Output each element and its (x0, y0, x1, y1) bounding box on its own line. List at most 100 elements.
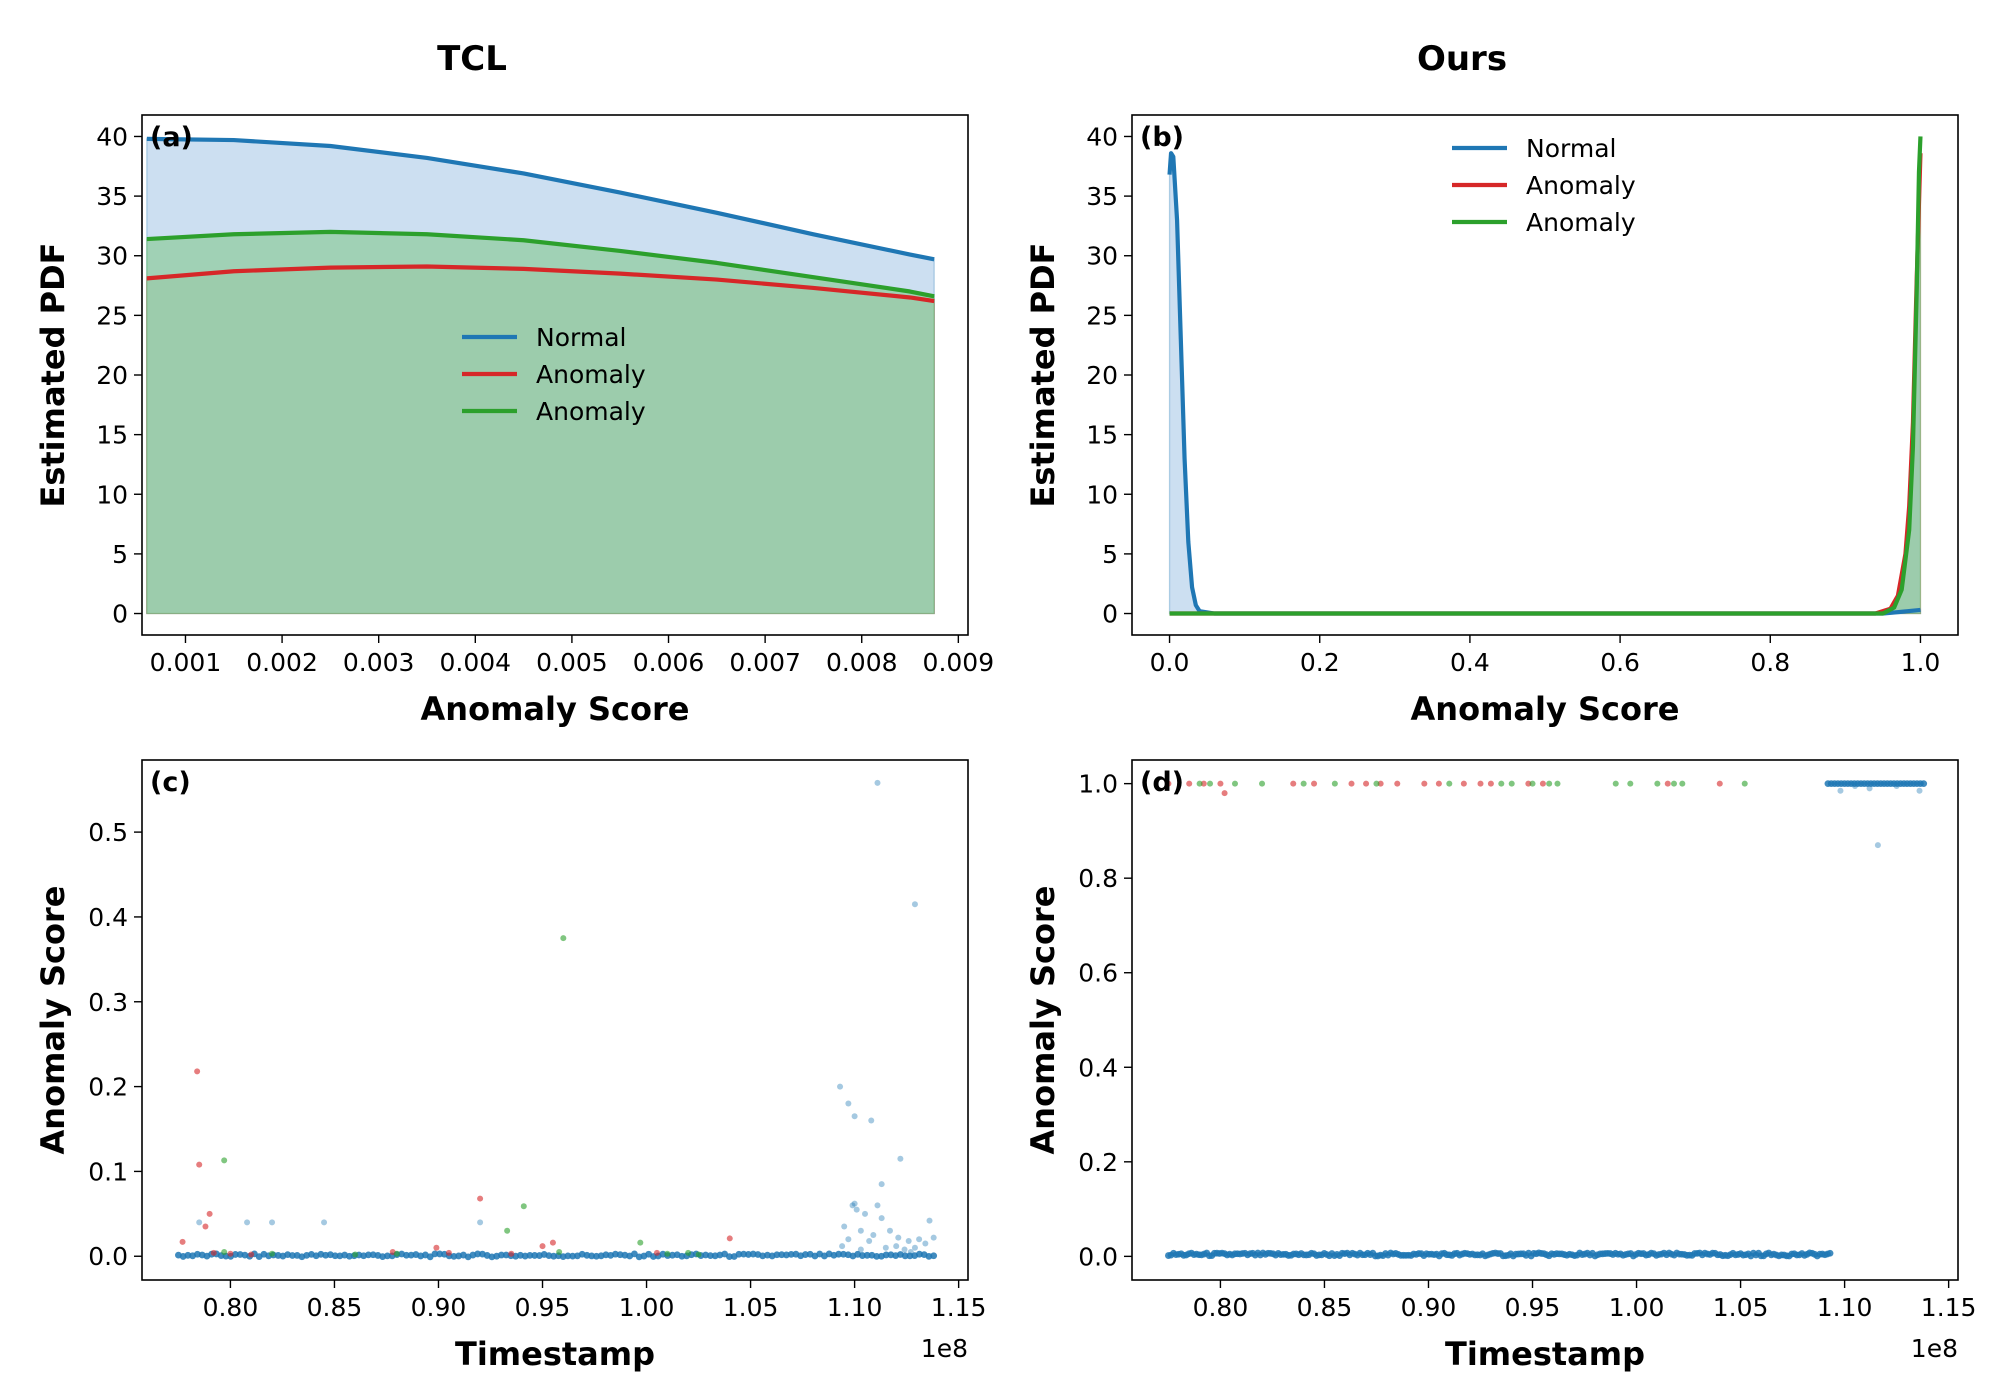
x-axis-label: Timestamp (455, 1335, 655, 1373)
scatter-point (352, 1251, 359, 1258)
scatter-point (1664, 780, 1671, 787)
y-tick-label: 0.3 (88, 988, 128, 1017)
baseline-point (331, 1252, 339, 1260)
scatter-point (849, 1202, 856, 1209)
y-axis-label: Estimated PDF (34, 242, 72, 507)
x-tick-label: 0.6 (1600, 648, 1640, 677)
scatter-point (893, 1243, 900, 1250)
y-tick-label: 0.6 (1078, 959, 1118, 988)
x-tick-label: 0.80 (203, 1293, 259, 1322)
scatter-point (227, 1250, 234, 1257)
scatter-point (1627, 780, 1634, 787)
scatter-point (926, 1217, 933, 1224)
scatter-point (221, 1157, 228, 1164)
scatter-point (897, 1155, 904, 1162)
scatter-point (907, 1249, 914, 1256)
scatter-point (393, 1250, 400, 1257)
scatter-point (194, 1068, 201, 1075)
scatter-point (1612, 780, 1619, 787)
scatter-point (851, 1113, 858, 1120)
scatter-point (901, 1246, 908, 1253)
scatter-point (556, 1249, 563, 1256)
x-tick-label: 1.15 (931, 1293, 987, 1322)
scatter-point (221, 1249, 228, 1256)
y-tick-label: 5 (1102, 540, 1118, 569)
scatter-point (196, 1219, 203, 1226)
scatter-point (1348, 780, 1355, 787)
scatter-point (685, 1249, 692, 1256)
scatter-point (1477, 780, 1484, 787)
y-tick-label: 15 (1086, 421, 1118, 450)
scatter-point (862, 1210, 869, 1217)
y-tick-label: 30 (96, 242, 128, 271)
scatter-point (1231, 780, 1238, 787)
x-tick-label: 0.009 (923, 648, 995, 677)
plot-area (175, 779, 938, 1261)
scatter-point (433, 1244, 440, 1251)
y-tick-label: 0 (1102, 600, 1118, 629)
scatter-point (1435, 780, 1442, 787)
scatter-point (1716, 780, 1723, 787)
scatter-point (695, 1251, 702, 1258)
scatter-point (868, 1117, 875, 1124)
baseline-point (531, 1252, 539, 1259)
scatter-point (539, 1243, 546, 1250)
x-tick-label: 0.008 (826, 648, 898, 677)
scatter-point (248, 1251, 255, 1258)
y-tick-label: 0.5 (88, 818, 128, 847)
scatter-point (1916, 787, 1923, 794)
x-tick-label: 0.90 (411, 1293, 467, 1322)
scatter-point (321, 1219, 328, 1226)
baseline-point (1826, 1249, 1834, 1257)
baseline-points (175, 1250, 938, 1261)
series-line-2 (146, 229, 935, 299)
scatter-point (1866, 785, 1873, 792)
x-tick-label: 1.05 (1713, 1293, 1769, 1322)
scatter-point (845, 1236, 852, 1243)
scatter-point (839, 1243, 846, 1250)
scatter-point (477, 1219, 484, 1226)
x-tick-label: 0.80 (1193, 1293, 1249, 1322)
scatter-point (1259, 780, 1266, 787)
scatter-point (1837, 787, 1844, 794)
series-points-2 (221, 935, 702, 1258)
scatter-point (870, 1232, 877, 1239)
baseline-point (873, 1252, 881, 1260)
x-axis-label: Anomaly Score (1411, 690, 1680, 728)
scatter-point (1363, 780, 1370, 787)
y-tick-label: 0 (112, 600, 128, 629)
x-tick-label: 0.001 (150, 648, 222, 677)
plot-area (1167, 136, 1923, 616)
scatter-point (1421, 780, 1428, 787)
scatter-point (477, 1195, 484, 1202)
scatter-point (244, 1219, 251, 1226)
baseline-point (232, 1251, 239, 1258)
top-band-point (1920, 780, 1928, 788)
y-tick-label: 25 (1086, 301, 1118, 330)
scatter-point (886, 1227, 893, 1234)
x-tick-label: 1.15 (1921, 1293, 1977, 1322)
series-points-1 (1165, 780, 1723, 797)
panel-label: (c) (150, 767, 191, 798)
y-tick-label: 1.0 (1078, 770, 1118, 799)
scatter-point (882, 1244, 889, 1251)
x-tick-label: 0.90 (1401, 1293, 1457, 1322)
series-line-0 (146, 136, 935, 262)
y-tick-label: 0.0 (1078, 1242, 1118, 1271)
x-axis-label: Timestamp (1445, 1335, 1645, 1373)
y-axis-label: Anomaly Score (1024, 886, 1062, 1155)
scatter-point (866, 1237, 873, 1244)
baseline-point (365, 1251, 372, 1259)
scatter-point (1200, 780, 1207, 787)
x-tick-label: 0.95 (515, 1293, 571, 1322)
y-tick-label: 40 (96, 122, 128, 151)
x-offset-label: 1e8 (1911, 1334, 1958, 1363)
scatter-point (210, 1249, 217, 1256)
x-tick-label: 0.007 (729, 648, 801, 677)
y-tick-label: 35 (96, 182, 128, 211)
scatter-point (445, 1249, 452, 1256)
baseline-point (474, 1250, 482, 1258)
baseline-point (773, 1251, 781, 1259)
x-tick-label: 0.95 (1505, 1293, 1561, 1322)
